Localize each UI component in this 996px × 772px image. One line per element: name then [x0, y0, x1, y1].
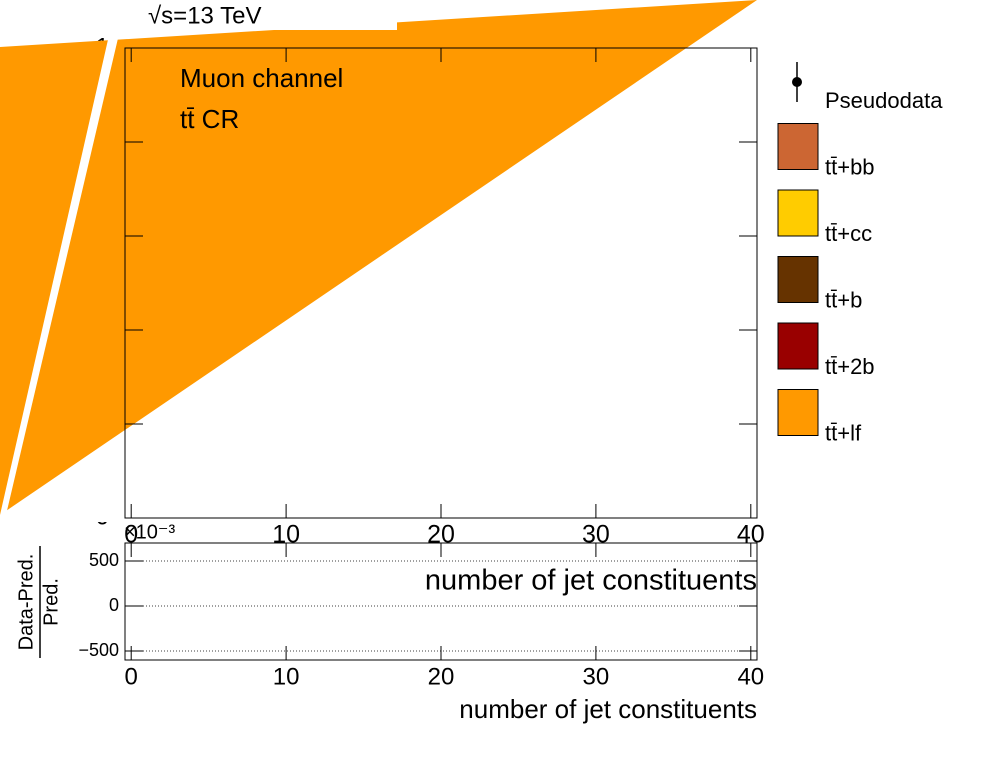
legend-label: tt̄+b [825, 287, 862, 312]
legend-label: Pseudodata [825, 88, 943, 113]
white-artifact [50, 482, 120, 522]
x-axis-label: number of jet constituents [459, 694, 757, 724]
y-tick-label: 0 [109, 595, 119, 615]
orange-artifact [0, 0, 757, 515]
x-tick-label: 0 [125, 663, 138, 690]
y-label-denominator: Pred. [40, 578, 62, 626]
exponent-label: ×10⁻³ [124, 521, 175, 543]
legend-label: tt̄+bb [825, 154, 875, 179]
y-label-numerator: Data-Pred. [15, 554, 37, 651]
legend-marker [792, 77, 802, 87]
x-tick-label: 30 [583, 663, 610, 690]
legend-label: tt̄+cc [825, 221, 872, 246]
legend-label: tt̄+2b [825, 354, 875, 379]
x-tick-label: 0 [124, 521, 138, 549]
ratio-frame [124, 542, 758, 661]
legend-label: tt̄+lf [825, 420, 862, 445]
legend-swatch [777, 189, 819, 237]
x-axis-label: number of jet constituents [425, 565, 757, 597]
legend-swatch [777, 389, 819, 436]
legend-swatch [777, 322, 819, 370]
legend-swatch [777, 123, 819, 170]
white-artifact [0, 0, 127, 515]
legend-swatch [777, 256, 819, 303]
channel-label: Muon channel [180, 63, 343, 93]
axes-layer: Pseudodata tt̄+bb tt̄+cc tt̄+b tt̄+2b tt̄+lf [125, 47, 943, 660]
ratio-y-label: Data-Pred. Pred. [15, 546, 62, 658]
x-tick-label: 20 [428, 663, 455, 690]
energy-label: √s=13 TeV [148, 2, 261, 29]
region-label: tt̄ CR [180, 104, 239, 134]
y-tick-label: 500 [89, 550, 119, 570]
y-tick-label: −500 [78, 640, 119, 660]
x-tick-label: 40 [737, 663, 764, 690]
artifact-layer [0, 0, 757, 522]
white-artifact [127, 0, 397, 30]
x-tick-label: 10 [273, 663, 300, 690]
